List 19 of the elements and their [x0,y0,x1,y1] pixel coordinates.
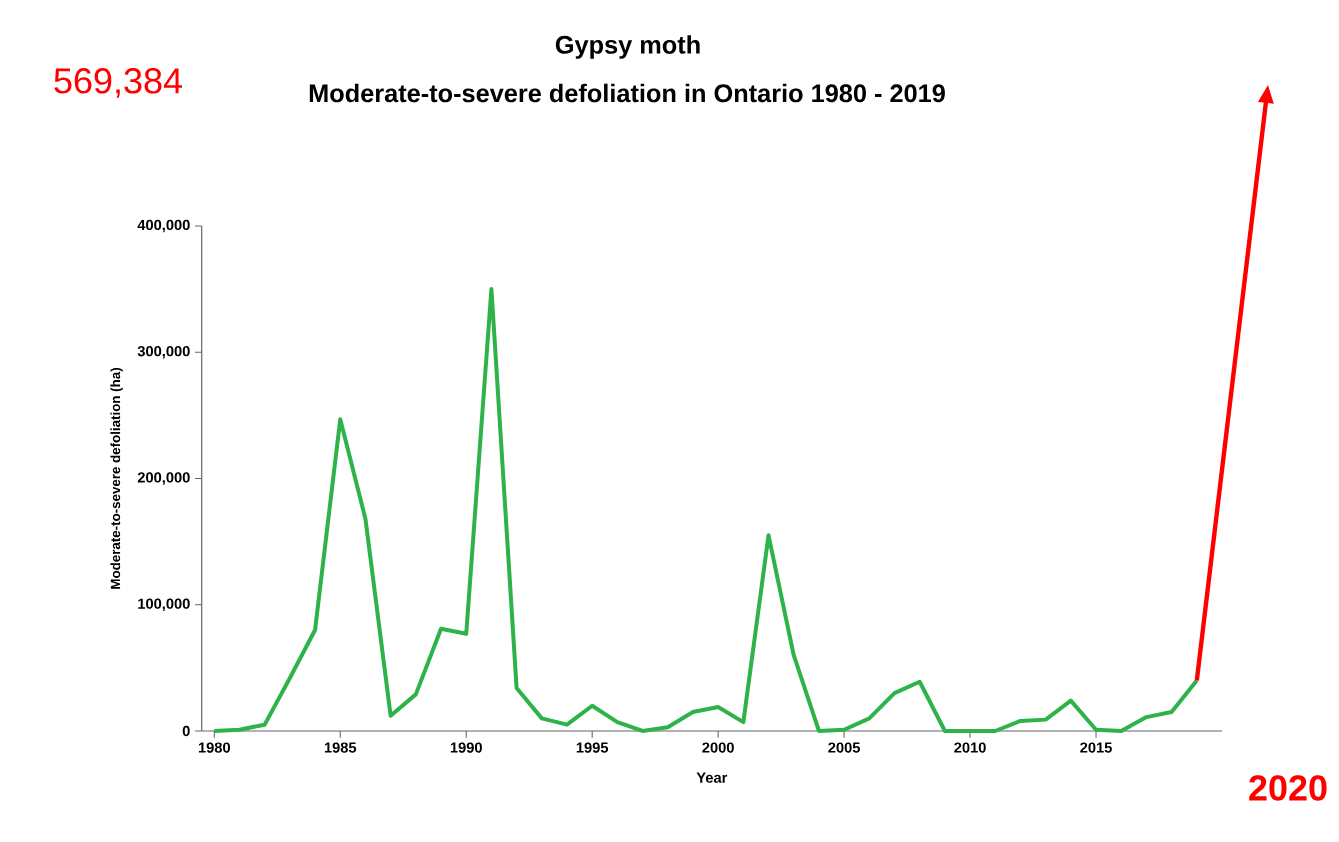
y-tick-label: 200,000 [137,472,190,485]
chart-title: Gypsy moth [555,35,700,59]
y-axis-title: Moderate-to-severe defoliation (ha) [110,368,123,589]
x-tick-label: 2000 [702,742,734,753]
y-tick-label: 300,000 [137,346,190,359]
chart-subtitle: Moderate-to-severe defoliation in Ontario 1980 - 2019 [309,83,945,103]
x-axis-title: Year [696,772,728,783]
x-tick-label: 2015 [1080,742,1112,753]
x-tick-label: 1985 [324,742,357,753]
x-tick-label: 2010 [954,742,986,753]
x-tick-label: 1995 [576,742,609,753]
x-tick-label: 1980 [198,742,230,753]
y-tick-label: 400,000 [137,219,190,233]
y-tick-label: 100,000 [138,598,190,611]
x-tick-label: 1990 [450,742,482,753]
y-tick-label: 0 [182,725,190,737]
text: 569,384 [54,68,182,98]
text: 2020 [1249,775,1327,801]
x-tick-label: 2005 [828,742,860,753]
